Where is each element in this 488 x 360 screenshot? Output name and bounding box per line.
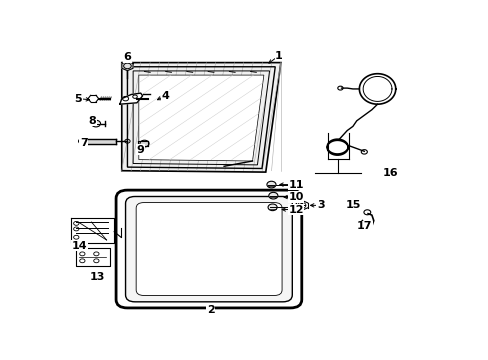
FancyBboxPatch shape bbox=[116, 190, 301, 308]
Circle shape bbox=[267, 204, 277, 211]
Text: 17: 17 bbox=[356, 221, 371, 231]
Text: 10: 10 bbox=[288, 192, 303, 202]
Text: 16: 16 bbox=[382, 168, 398, 179]
Polygon shape bbox=[122, 63, 280, 172]
FancyBboxPatch shape bbox=[136, 203, 282, 296]
Text: 1: 1 bbox=[275, 51, 283, 61]
Text: 2: 2 bbox=[206, 305, 214, 315]
Text: 4: 4 bbox=[161, 91, 169, 101]
Text: 7: 7 bbox=[80, 138, 87, 148]
Polygon shape bbox=[122, 61, 133, 71]
Circle shape bbox=[266, 181, 275, 188]
FancyBboxPatch shape bbox=[125, 197, 292, 302]
Text: 13: 13 bbox=[89, 271, 104, 282]
Text: 15: 15 bbox=[345, 201, 360, 210]
Text: 6: 6 bbox=[123, 52, 131, 62]
Polygon shape bbox=[139, 75, 264, 161]
Polygon shape bbox=[120, 93, 142, 104]
Text: 14: 14 bbox=[71, 240, 87, 251]
Circle shape bbox=[268, 192, 277, 199]
Circle shape bbox=[79, 139, 85, 144]
Text: 9: 9 bbox=[137, 145, 144, 155]
Text: 8: 8 bbox=[88, 116, 96, 126]
Text: 12: 12 bbox=[288, 204, 303, 215]
Text: 11: 11 bbox=[288, 180, 303, 190]
Text: 3: 3 bbox=[316, 201, 324, 210]
Circle shape bbox=[91, 120, 101, 127]
Text: 5: 5 bbox=[74, 94, 82, 104]
